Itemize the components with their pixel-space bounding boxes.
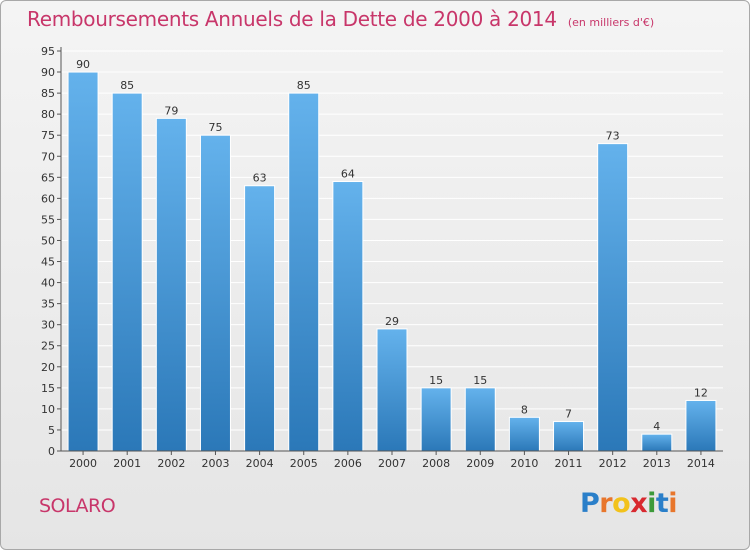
chart-title: Remboursements Annuels de la Dette de 20… [27, 7, 654, 31]
bar [641, 433, 673, 452]
bar [332, 181, 364, 452]
x-tick-label: 2001 [113, 457, 141, 470]
data-label: 73 [606, 130, 620, 143]
data-label: 8 [521, 403, 528, 416]
y-tick-label: 35 [41, 298, 55, 311]
bar [199, 134, 231, 452]
x-tick-label: 2011 [555, 457, 583, 470]
y-tick-label: 55 [41, 213, 55, 226]
y-tick-label: 95 [41, 45, 55, 58]
x-tick-label: 2006 [334, 457, 362, 470]
y-tick-label: 80 [41, 108, 55, 121]
logo-letter: r [599, 488, 613, 519]
logo-letter: o [612, 488, 631, 519]
x-tick-label: 2004 [246, 457, 274, 470]
y-tick-label: 15 [41, 382, 55, 395]
y-tick-label: 10 [41, 403, 55, 416]
y-tick-label: 5 [48, 424, 55, 437]
y-tick-label: 25 [41, 340, 55, 353]
logo-letter: x [630, 488, 648, 519]
bar [244, 185, 276, 452]
x-tick-label: 2005 [290, 457, 318, 470]
y-tick-label: 65 [41, 171, 55, 184]
bar [420, 387, 452, 452]
y-tick-label: 0 [48, 445, 55, 458]
x-tick-label: 2010 [510, 457, 538, 470]
data-label: 64 [341, 168, 355, 181]
x-tick-label: 2000 [69, 457, 97, 470]
logo-letter: i [668, 488, 678, 519]
y-tick-label: 75 [41, 129, 55, 142]
x-tick-label: 2003 [201, 457, 229, 470]
bar [288, 92, 320, 452]
y-tick-label: 40 [41, 277, 55, 290]
bar [155, 117, 187, 452]
y-tick-label: 45 [41, 256, 55, 269]
data-label: 63 [253, 172, 267, 185]
logo-letter: i [647, 488, 656, 519]
data-label: 15 [473, 374, 487, 387]
data-label: 85 [297, 79, 311, 92]
chart-unit-text: (en milliers d'€) [567, 16, 655, 29]
y-tick-label: 50 [41, 234, 55, 247]
x-tick-label: 2002 [157, 457, 185, 470]
data-label: 4 [653, 420, 660, 433]
chart-title-text: Remboursements Annuels de la Dette de 20… [27, 7, 557, 31]
bar [553, 421, 585, 452]
logo-letter: P [580, 488, 600, 519]
x-tick-label: 2013 [643, 457, 671, 470]
data-label: 12 [694, 386, 708, 399]
bar [464, 387, 496, 452]
x-tick-label: 2007 [378, 457, 406, 470]
bar [508, 416, 540, 452]
data-label: 15 [429, 374, 443, 387]
data-label: 90 [76, 58, 90, 71]
y-tick-label: 30 [41, 319, 55, 332]
data-label: 75 [208, 121, 222, 134]
bar [376, 328, 408, 452]
proxiti-logo: Proxiti [580, 488, 678, 519]
y-tick-label: 90 [41, 66, 55, 79]
x-tick-label: 2008 [422, 457, 450, 470]
bar [597, 143, 629, 452]
y-tick-label: 70 [41, 150, 55, 163]
y-tick-label: 60 [41, 192, 55, 205]
bar [685, 399, 717, 452]
logo-letter: t [655, 488, 669, 519]
x-tick-label: 2009 [466, 457, 494, 470]
y-tick-label: 20 [41, 361, 55, 374]
data-label: 7 [565, 408, 572, 421]
bar [111, 92, 143, 452]
data-label: 29 [385, 315, 399, 328]
data-label: 79 [164, 104, 178, 117]
x-tick-label: 2012 [599, 457, 627, 470]
data-label: 85 [120, 79, 134, 92]
x-tick-label: 2014 [687, 457, 715, 470]
commune-name: SOLARO [39, 495, 116, 517]
y-tick-label: 85 [41, 87, 55, 100]
bar [67, 71, 99, 452]
